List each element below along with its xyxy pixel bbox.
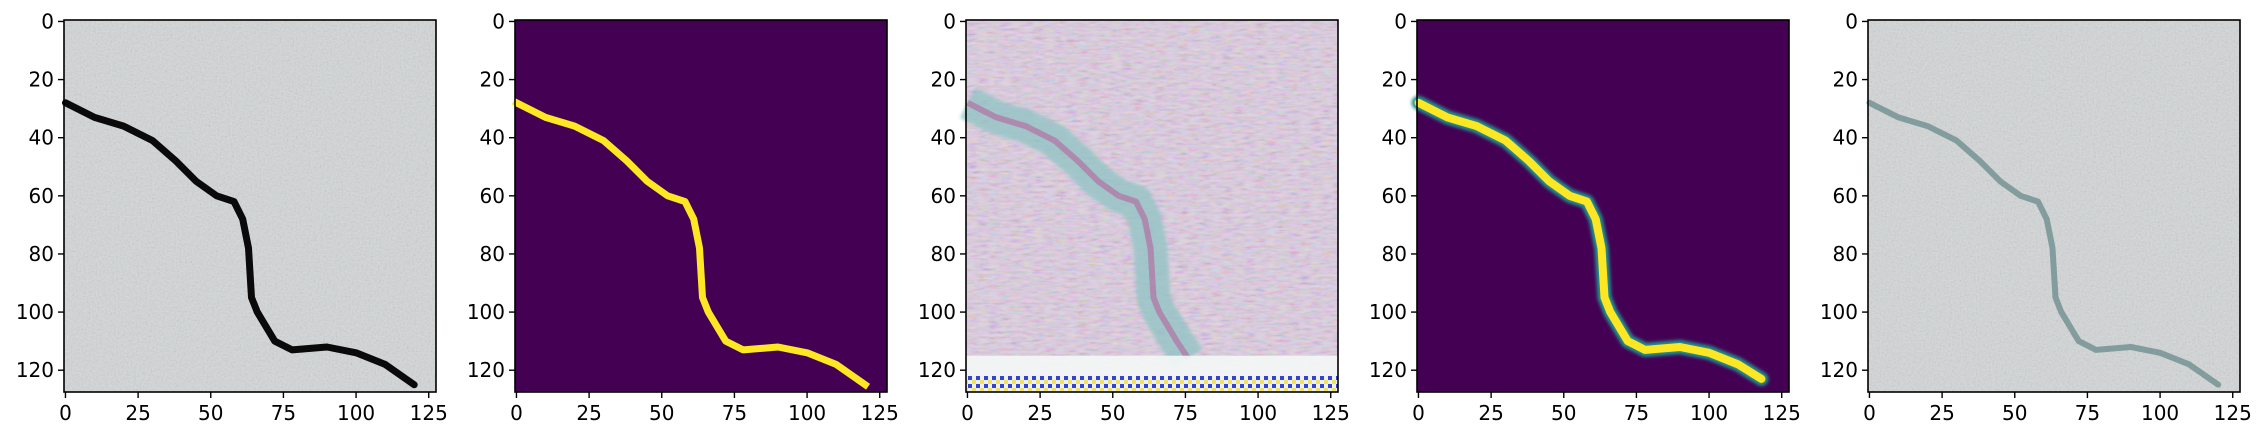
y-tick-label: 100 [16,300,54,324]
y-tick-label: 80 [29,242,54,266]
x-tick-label: 25 [576,401,601,425]
x-tick-label: 50 [1100,401,1125,425]
crack-mask [511,98,871,390]
y-tick-label: 40 [480,126,505,150]
x-tick-label: 50 [649,401,674,425]
crack-line [1866,99,2222,388]
x-tick-label: 75 [1173,401,1198,425]
y-tick-label: 20 [1833,68,1858,92]
crack-center [966,100,1191,361]
y-tick-label: 20 [29,68,54,92]
y-tick-label: 20 [1382,68,1407,92]
axes-frame [1416,19,1790,393]
y-tick-label: 20 [931,68,956,92]
x-tick-label: 100 [337,401,375,425]
y-tick-label: 100 [918,300,956,324]
x-tick-label: 125 [2214,401,2252,425]
y-tick-label: 100 [467,300,505,324]
panel-overlay-image: 0 25 50 75 100 125 0 20 40 60 80 100 120 [1820,9,2252,425]
y-tick-label: 120 [16,358,54,382]
y-tick-label: 60 [931,184,956,208]
x-tick-label: 25 [125,401,150,425]
x-tick-label: 50 [198,401,223,425]
x-tick-label: 25 [1027,401,1052,425]
x-tick-label: 0 [59,401,72,425]
x-tick-label: 75 [1624,401,1649,425]
y-tick-label: 0 [1845,9,1858,33]
axes-frame [514,19,888,393]
y-tick-label: 120 [918,358,956,382]
image-texture [64,20,436,392]
y-tick-label: 40 [931,126,956,150]
axes-frame [1867,19,2241,393]
y-tick-label: 100 [1820,300,1858,324]
x-tick-label: 75 [2075,401,2100,425]
x-tick-label: 50 [2002,401,2027,425]
x-tick-label: 25 [1478,401,1503,425]
x-tick-label: 50 [1551,401,1576,425]
y-tick-label: 0 [943,9,956,33]
x-tick-label: 75 [271,401,296,425]
prediction-core [1414,98,1766,383]
y-tick-label: 80 [1382,242,1407,266]
x-tick-label: 0 [1863,401,1876,425]
y-tick-label: 60 [1833,184,1858,208]
x-tick-label: 125 [861,401,899,425]
x-tick-label: 0 [961,401,974,425]
y-tick-label: 60 [1382,184,1407,208]
panel-original-image: 0 25 50 75 100 125 0 20 40 60 80 100 120 [16,9,448,425]
mask-background [515,20,887,392]
y-tick-label: 120 [1820,358,1858,382]
image-texture [1868,20,2240,392]
y-tick-label: 80 [1833,242,1858,266]
y-tick-label: 80 [480,242,505,266]
prediction-background [1417,20,1789,392]
y-tick-label: 20 [480,68,505,92]
y-tick-label: 40 [29,126,54,150]
striped-rows [966,376,1338,392]
x-tick-label: 100 [788,401,826,425]
y-tick-label: 40 [1382,126,1407,150]
x-tick-label: 75 [722,401,747,425]
axes-frame [63,19,437,393]
x-tick-label: 125 [410,401,448,425]
x-tick-label: 125 [1763,401,1801,425]
x-tick-label: 0 [1412,401,1425,425]
y-tick-label: 80 [931,242,956,266]
y-tick-label: 40 [1833,126,1858,150]
y-tick-label: 0 [41,9,54,33]
y-tick-label: 120 [467,358,505,382]
panel-ground-truth-mask: 0 25 50 75 100 125 0 20 40 60 80 100 120 [467,9,899,425]
y-tick-label: 0 [1394,9,1407,33]
x-tick-label: 25 [1929,401,1954,425]
x-tick-label: 100 [2141,401,2179,425]
panel-reconstruction: 0 25 50 75 100 125 0 20 40 60 80 100 120 [918,9,1350,425]
y-tick-label: 120 [1369,358,1407,382]
crack-line [62,99,418,389]
panel-prediction-map: 0 25 50 75 100 125 0 20 40 60 80 100 120 [1369,9,1801,425]
y-tick-label: 100 [1369,300,1407,324]
x-tick-label: 100 [1239,401,1277,425]
x-tick-label: 0 [510,401,523,425]
y-tick-label: 60 [480,184,505,208]
y-tick-label: 0 [492,9,505,33]
x-tick-label: 100 [1690,401,1728,425]
x-tick-label: 125 [1312,401,1350,425]
axes-frame [965,19,1339,393]
y-tick-label: 60 [29,184,54,208]
